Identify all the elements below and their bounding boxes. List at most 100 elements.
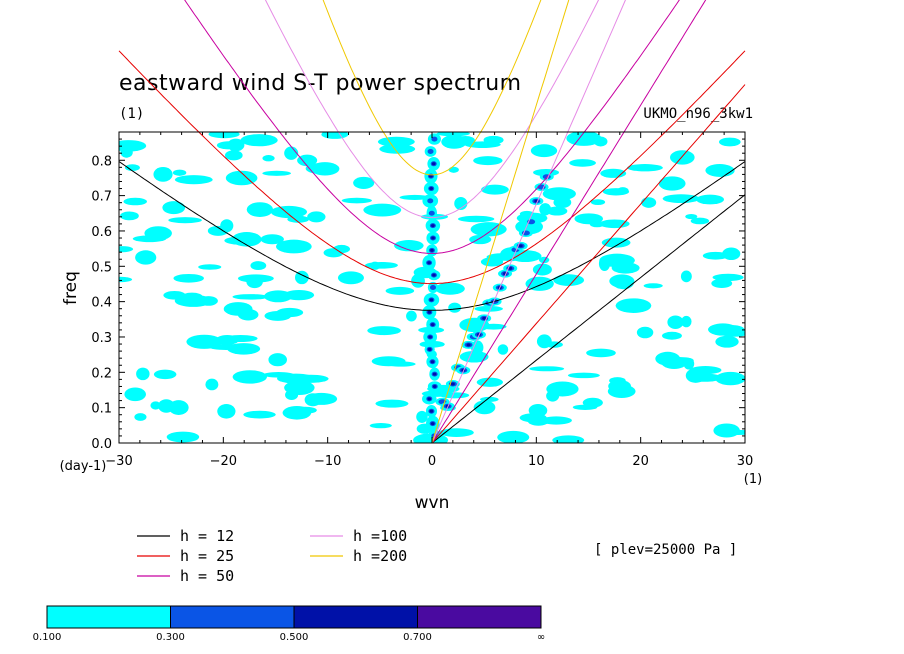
contour-patch [627, 164, 663, 172]
contour-patch [713, 423, 740, 438]
ig-dispersion-curve [118, 50, 746, 285]
contour-patch [430, 360, 435, 364]
contour-patch [262, 170, 292, 176]
contour-patch [135, 250, 157, 265]
contour-patch [539, 203, 552, 216]
contour-patch [264, 310, 292, 321]
contour-patch [450, 382, 455, 386]
contour-patch [427, 310, 432, 314]
contour-patch [718, 137, 741, 147]
contour-patch [429, 409, 434, 413]
contour-patch [721, 325, 745, 336]
contour-patch [429, 285, 436, 290]
chart-subtitle-left: (1) [119, 106, 144, 122]
contour-patch [377, 262, 390, 268]
chart-title: eastward wind S-T power spectrum [119, 71, 522, 96]
y-tick-label: 0.6 [91, 225, 112, 240]
contour-patch [508, 266, 513, 270]
contour-patch [607, 384, 636, 399]
contour-patch [497, 430, 530, 443]
colorbar-segment [293, 605, 418, 629]
contour-patch [546, 390, 560, 402]
contour-patch [166, 431, 200, 443]
contour-patch [294, 270, 309, 285]
contour-patch [416, 410, 428, 423]
contour-patch [119, 140, 147, 152]
contour-patch [470, 222, 507, 237]
ig-dispersion-curve [184, 0, 680, 254]
contour-patch [432, 372, 437, 376]
contour-patch [136, 367, 150, 381]
contour-patch [150, 401, 161, 410]
contour-patch [275, 239, 312, 254]
x-axis-ticks: −30 −20 −10 0 10 20 30 [105, 132, 753, 469]
contour-patch [552, 435, 585, 443]
kelvin-dispersion-curve [431, 0, 626, 444]
contour-patch [641, 197, 657, 208]
kelvin-dispersion-curve [431, 84, 746, 444]
contour-patch [153, 369, 177, 380]
contour-patch [519, 413, 547, 423]
dispersion-curves [118, 0, 746, 444]
x-unit-label: (1) [744, 472, 762, 487]
contour-patch [715, 371, 745, 386]
x-tick-label: 30 [737, 454, 754, 469]
contour-patch [427, 347, 432, 351]
contour-patch [406, 310, 417, 322]
y-axis-label: freq [61, 271, 81, 305]
y-tick-label: 0.7 [91, 190, 112, 205]
contour-patch [216, 141, 240, 150]
contour-patch [670, 150, 695, 165]
contour-patch [158, 399, 175, 413]
contour-patch [429, 174, 433, 178]
contour-patch [225, 170, 258, 186]
contour-patch [686, 373, 723, 382]
contour-patch [497, 344, 509, 355]
contour-patch [293, 406, 317, 414]
contour-patch [250, 261, 267, 271]
contour-patch [232, 294, 269, 300]
contour-patch [428, 335, 432, 339]
contour-patch [181, 292, 203, 302]
contour-patch [459, 350, 489, 363]
contour-patch [163, 290, 186, 300]
x-tick-label: −20 [210, 454, 237, 469]
contour-patch [220, 219, 234, 233]
x-tick-label: 10 [528, 454, 545, 469]
contour-patch [124, 164, 140, 171]
contour-patch [476, 377, 503, 387]
contour-patch [431, 224, 435, 228]
contour-patch [448, 302, 462, 313]
x-tick-label: −10 [314, 454, 341, 469]
contour-patch [722, 247, 741, 261]
x-tick-label: −30 [105, 454, 132, 469]
contour-patch [240, 134, 278, 147]
y-tick-label: 0.8 [91, 154, 112, 169]
contour-patch [132, 235, 167, 243]
contour-patch [569, 159, 596, 167]
contour-patch [474, 305, 503, 312]
contour-patch [553, 274, 585, 286]
contour-patch [636, 326, 654, 339]
contour-patch [427, 198, 434, 204]
contour-patch [270, 205, 308, 219]
contour-patch [532, 263, 552, 276]
contour-patch [173, 273, 204, 283]
contour-patch [243, 410, 276, 419]
contour-patch [599, 219, 630, 229]
contour-patch [153, 167, 173, 182]
contour-patch [307, 211, 326, 223]
contour-patch [662, 194, 700, 204]
contour-patch [546, 206, 568, 216]
colorbar-segment [417, 605, 542, 629]
contour-patch [262, 155, 275, 162]
contour-patch [174, 175, 213, 185]
contour-patch [705, 164, 734, 177]
contour-patch [285, 389, 299, 400]
colorbar-segment [170, 605, 295, 629]
contour-patch [599, 253, 635, 268]
contour-patch [530, 144, 558, 158]
legend-label: h =100 [353, 527, 407, 545]
contour-patch [341, 197, 372, 204]
